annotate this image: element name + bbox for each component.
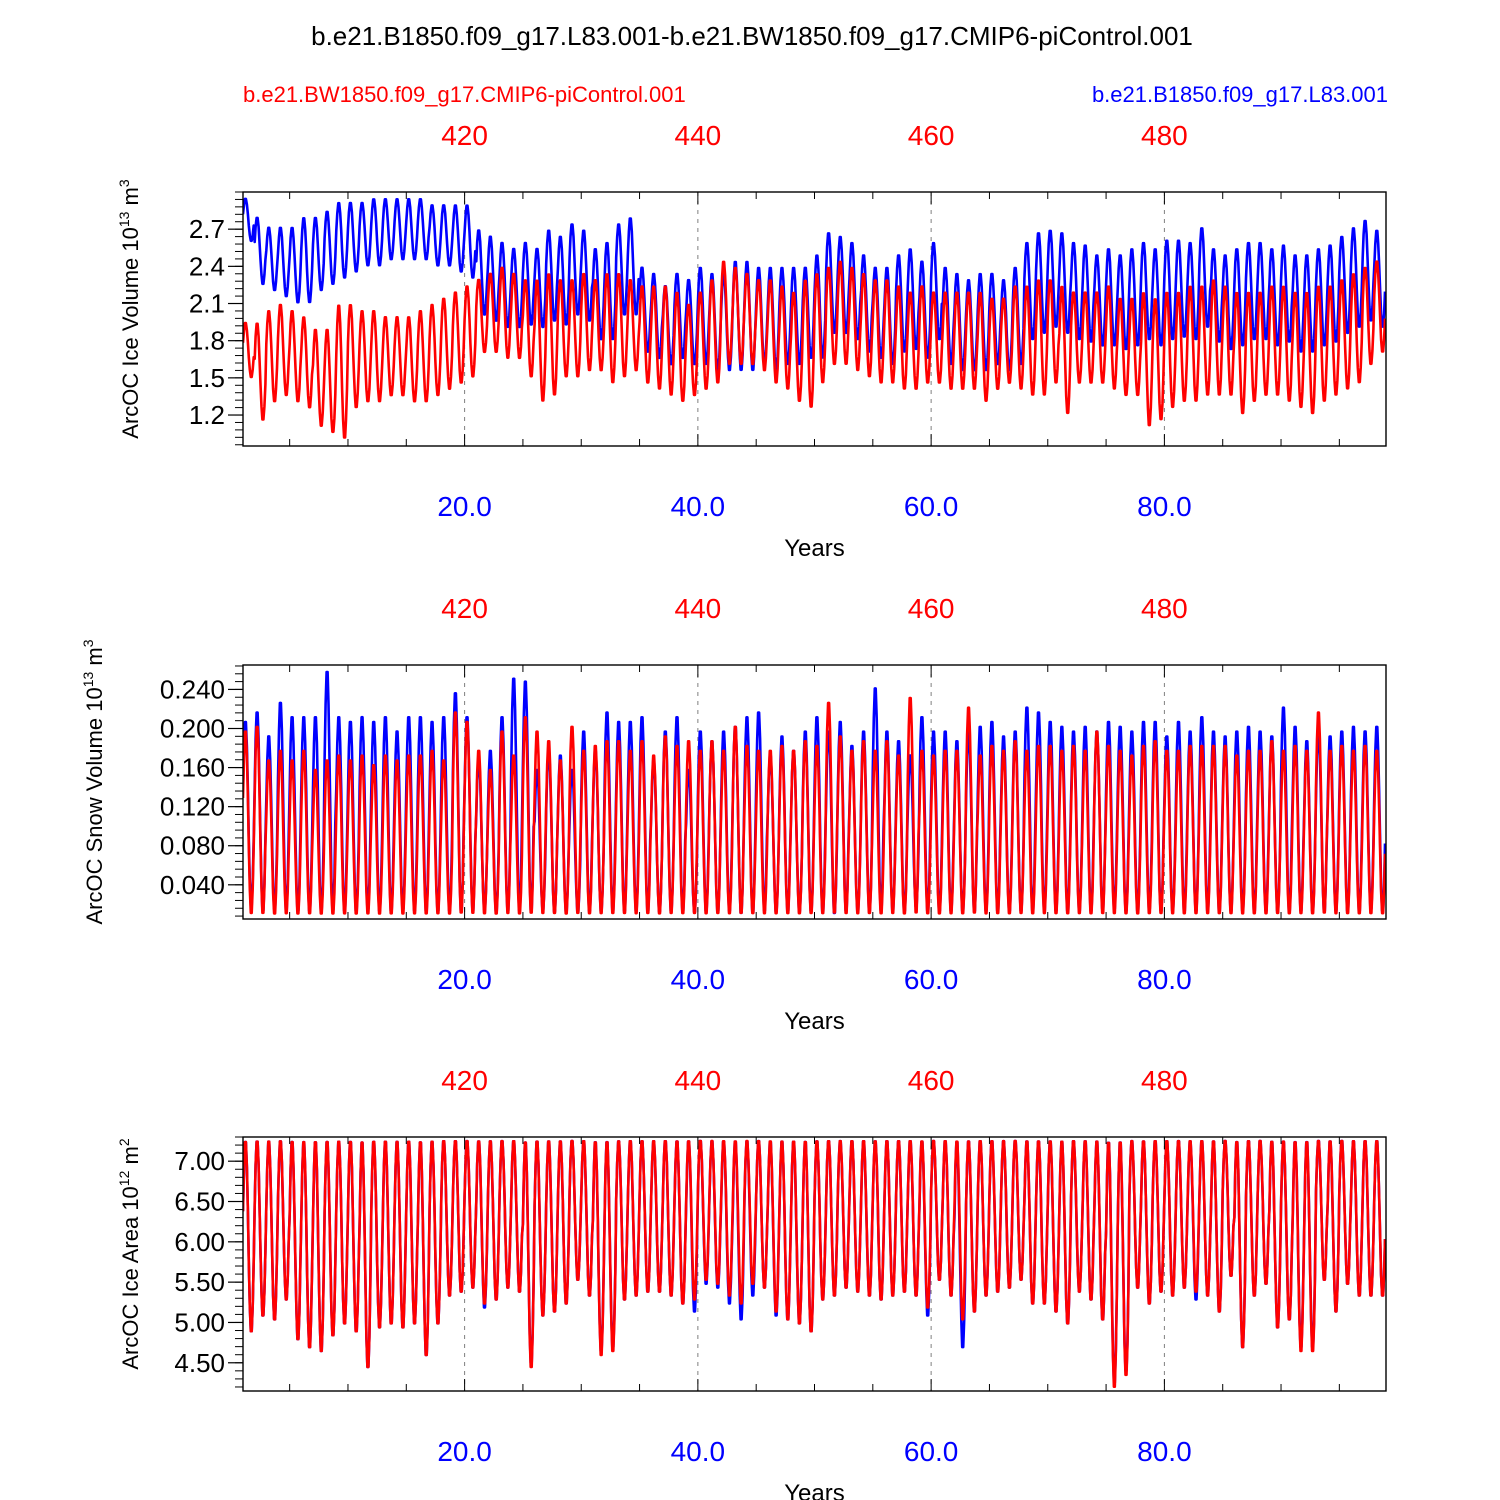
y-tick-label: 6.50 — [174, 1187, 225, 1217]
x-tick-label: 20.0 — [437, 1436, 492, 1467]
y-tick-label: 0.200 — [160, 714, 225, 744]
y-tick-label: 2.1 — [189, 289, 225, 319]
x-tick-label: 40.0 — [671, 491, 726, 522]
x-top-tick-label: 480 — [1141, 120, 1188, 151]
legend-case1: b.e21.B1850.f09_g17.L83.001 — [1092, 82, 1388, 107]
x-top-tick-label: 440 — [675, 120, 722, 151]
x-top-tick-label: 460 — [908, 120, 955, 151]
y-axis-label: ArcOC Snow Volume 1013 m3 — [80, 639, 107, 924]
x-top-tick-label: 460 — [908, 593, 955, 624]
y-tick-label: 0.240 — [160, 674, 225, 704]
series-line-case2 — [243, 260, 1386, 439]
y-tick-label: 2.4 — [189, 251, 225, 281]
x-top-tick-label: 420 — [441, 1065, 488, 1096]
y-tick-label: 1.5 — [189, 363, 225, 393]
panel-ice-volume: 20.0 420 40.0 440 60.0 460 80.0 480 Years 1.2 1.5 1… — [116, 120, 1387, 562]
y-axis-label: ArcOC Ice Area 1012 m2 — [116, 1138, 143, 1369]
panel-snow-volume: 20.0 420 40.0 440 60.0 460 80.0 480 Years 0.040 0.… — [80, 593, 1387, 1035]
series-line-case2 — [243, 1139, 1386, 1388]
series-line-case2 — [243, 696, 1386, 915]
x-tick-label: 60.0 — [904, 491, 959, 522]
x-axis-label: Years — [784, 1008, 845, 1035]
x-top-tick-label: 440 — [675, 593, 722, 624]
y-tick-label: 0.080 — [160, 831, 225, 861]
chart-title: b.e21.B1850.f09_g17.L83.001-b.e21.BW1850… — [311, 21, 1193, 51]
x-tick-label: 80.0 — [1137, 1436, 1192, 1467]
y-tick-label: 0.160 — [160, 753, 225, 783]
y-tick-label: 5.50 — [174, 1267, 225, 1297]
x-tick-label: 80.0 — [1137, 964, 1192, 995]
x-top-tick-label: 420 — [441, 120, 488, 151]
x-top-tick-label: 480 — [1141, 1065, 1188, 1096]
x-top-tick-label: 420 — [441, 593, 488, 624]
panel-ice-area: 20.0 420 40.0 440 60.0 460 80.0 480 Years 4.50 5.0… — [116, 1065, 1387, 1500]
x-axis-label: Years — [784, 1480, 845, 1500]
y-tick-label: 0.040 — [160, 870, 225, 900]
x-tick-label: 80.0 — [1137, 491, 1192, 522]
legend-case2: b.e21.BW1850.f09_g17.CMIP6-piControl.001 — [243, 82, 686, 107]
y-tick-label: 7.00 — [174, 1146, 225, 1176]
x-axis-label: Years — [784, 535, 845, 562]
y-tick-label: 0.120 — [160, 792, 225, 822]
y-tick-label: 1.2 — [189, 400, 225, 430]
x-tick-label: 20.0 — [437, 491, 492, 522]
y-tick-label: 4.50 — [174, 1348, 225, 1378]
x-top-tick-label: 440 — [675, 1065, 722, 1096]
x-top-tick-label: 460 — [908, 1065, 955, 1096]
x-tick-label: 20.0 — [437, 964, 492, 995]
y-tick-label: 5.00 — [174, 1307, 225, 1337]
x-tick-label: 40.0 — [671, 1436, 726, 1467]
x-tick-label: 60.0 — [904, 964, 959, 995]
y-tick-label: 2.7 — [189, 214, 225, 244]
x-tick-label: 60.0 — [904, 1436, 959, 1467]
y-tick-label: 6.00 — [174, 1227, 225, 1257]
x-top-tick-label: 480 — [1141, 593, 1188, 624]
y-tick-label: 1.8 — [189, 326, 225, 356]
x-tick-label: 40.0 — [671, 964, 726, 995]
y-axis-label: ArcOC Ice Volume 1013 m3 — [116, 179, 143, 439]
